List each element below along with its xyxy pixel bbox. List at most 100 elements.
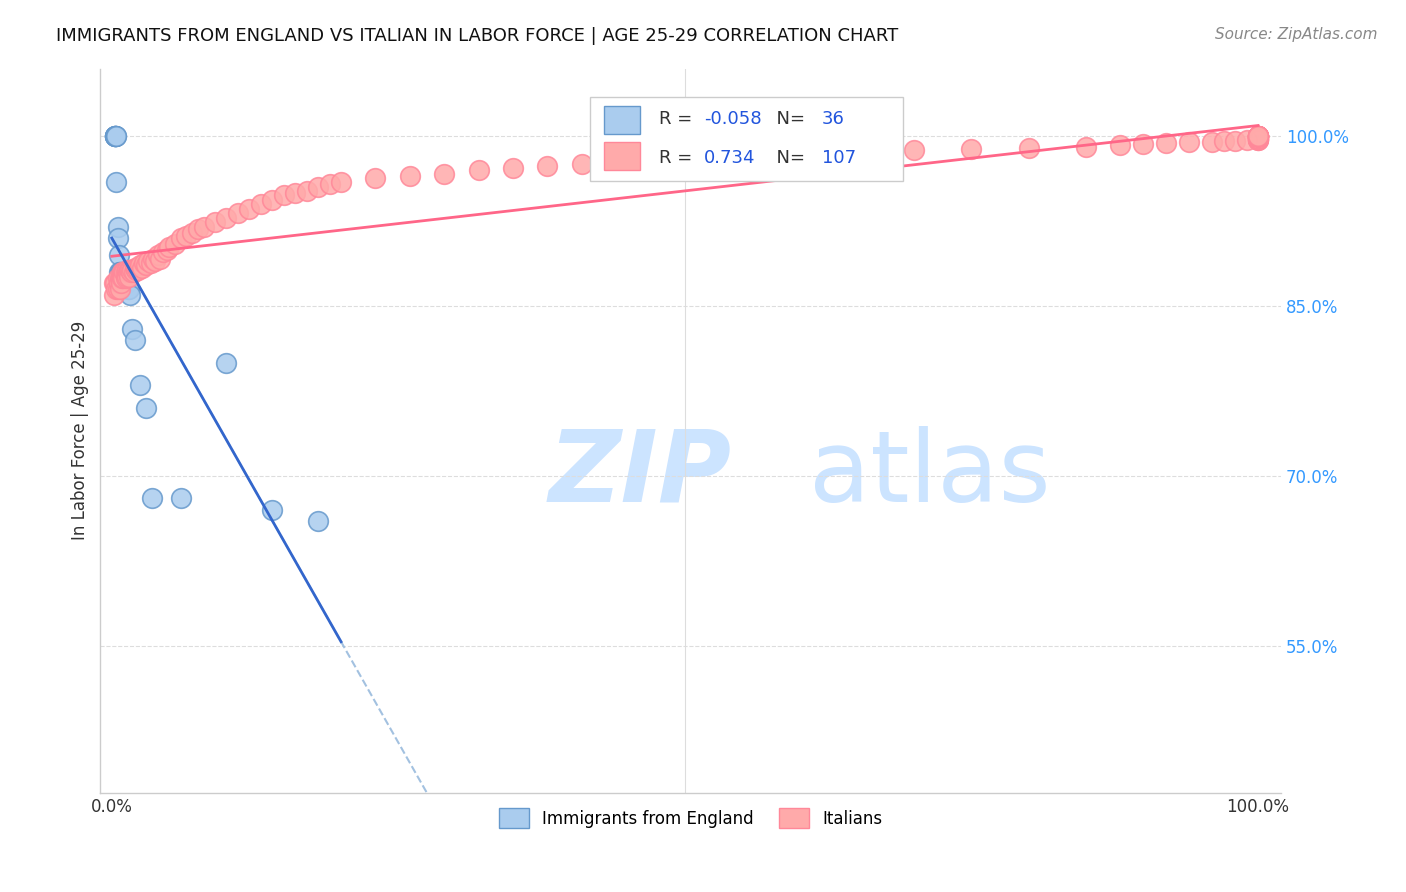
Text: 0.734: 0.734 xyxy=(703,149,755,167)
Point xyxy=(111,265,134,279)
Point xyxy=(364,171,387,186)
Point xyxy=(142,252,165,266)
Point xyxy=(215,211,238,225)
Point xyxy=(115,269,138,284)
Point xyxy=(104,129,127,144)
Point xyxy=(129,378,152,392)
Point xyxy=(105,175,128,189)
Point xyxy=(1156,136,1178,151)
Point xyxy=(536,159,558,173)
Point xyxy=(118,263,141,277)
Point xyxy=(1247,133,1270,147)
Point xyxy=(307,180,329,194)
Point xyxy=(169,231,191,245)
Point xyxy=(1074,139,1097,153)
Point xyxy=(124,260,146,275)
Point xyxy=(502,161,524,175)
Point xyxy=(157,240,180,254)
Point xyxy=(845,144,868,158)
Text: IMMIGRANTS FROM ENGLAND VS ITALIAN IN LABOR FORCE | AGE 25-29 CORRELATION CHART: IMMIGRANTS FROM ENGLAND VS ITALIAN IN LA… xyxy=(56,27,898,45)
Point xyxy=(1212,134,1234,148)
Point xyxy=(273,188,295,202)
Point xyxy=(433,167,456,181)
Point xyxy=(1247,129,1270,144)
Point xyxy=(104,129,127,144)
Point xyxy=(107,231,129,245)
Point xyxy=(139,256,162,270)
Point xyxy=(1247,129,1270,144)
Point xyxy=(120,288,142,302)
Point xyxy=(226,206,249,220)
Point xyxy=(122,265,145,279)
Point xyxy=(284,186,307,200)
Point xyxy=(1109,138,1132,153)
Point xyxy=(903,143,925,157)
Point xyxy=(111,270,134,285)
Point xyxy=(1247,131,1270,145)
Point xyxy=(295,184,318,198)
Point xyxy=(1247,129,1270,144)
Point xyxy=(129,259,152,273)
FancyBboxPatch shape xyxy=(591,97,903,181)
Point xyxy=(112,270,135,285)
Point xyxy=(117,265,139,279)
Point xyxy=(1247,129,1270,144)
Point xyxy=(115,263,138,277)
Point xyxy=(103,277,125,291)
Point xyxy=(103,288,125,302)
Point xyxy=(1247,129,1270,144)
Point xyxy=(108,270,131,285)
Point xyxy=(107,248,129,262)
Point xyxy=(108,277,131,291)
Y-axis label: In Labor Force | Age 25-29: In Labor Force | Age 25-29 xyxy=(72,321,89,541)
Point xyxy=(640,152,662,166)
Point xyxy=(467,163,489,178)
Point xyxy=(1247,129,1270,144)
Point xyxy=(115,277,138,291)
Text: -0.058: -0.058 xyxy=(703,111,761,128)
Point xyxy=(398,169,420,183)
Text: R =: R = xyxy=(659,149,703,167)
Point xyxy=(138,253,160,268)
Point xyxy=(107,270,129,285)
Point xyxy=(112,277,135,291)
Point xyxy=(141,491,163,506)
Point xyxy=(1247,129,1270,144)
Point xyxy=(673,150,696,164)
Point xyxy=(111,277,134,291)
Point xyxy=(215,356,238,370)
Point xyxy=(104,129,127,144)
Point xyxy=(204,215,226,229)
Point xyxy=(114,265,136,279)
Point xyxy=(104,277,127,291)
Point xyxy=(1132,137,1154,152)
Point xyxy=(110,265,132,279)
Point xyxy=(1247,131,1270,145)
Text: N=: N= xyxy=(765,149,811,167)
FancyBboxPatch shape xyxy=(605,143,640,169)
Point xyxy=(1018,141,1040,155)
Point xyxy=(1247,129,1270,144)
Text: Source: ZipAtlas.com: Source: ZipAtlas.com xyxy=(1215,27,1378,42)
Point xyxy=(1247,129,1270,144)
Point xyxy=(110,277,132,291)
Point xyxy=(742,147,765,161)
Text: 36: 36 xyxy=(821,111,845,128)
Point xyxy=(111,270,134,285)
Point xyxy=(1236,133,1258,147)
Point xyxy=(960,142,983,156)
Point xyxy=(187,222,209,236)
Point xyxy=(181,226,204,240)
Point xyxy=(193,219,215,234)
Point xyxy=(127,263,149,277)
Text: atlas: atlas xyxy=(808,425,1050,523)
Point xyxy=(169,491,191,506)
Point xyxy=(107,265,129,279)
Point xyxy=(1247,129,1270,144)
Point xyxy=(571,156,593,170)
Point xyxy=(250,197,273,211)
Point xyxy=(1247,129,1270,144)
Point xyxy=(108,265,131,279)
Point xyxy=(107,277,129,291)
Point xyxy=(118,282,141,296)
